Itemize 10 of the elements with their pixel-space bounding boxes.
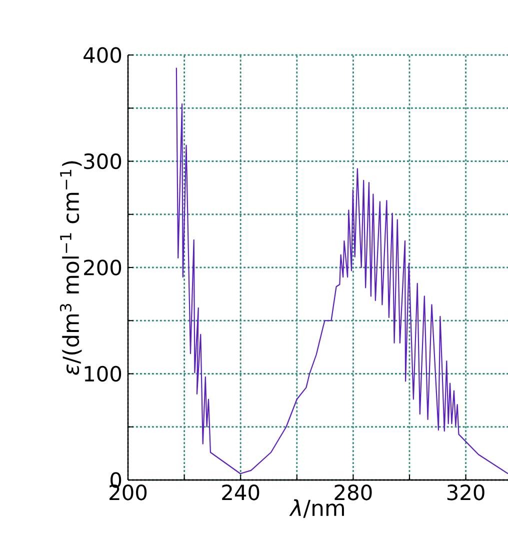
x-tick-label: 240: [222, 484, 260, 500]
x-tick-label: 280: [334, 484, 372, 500]
y-tick-label: 100: [84, 366, 122, 382]
y-axis-title: ε/(dm$^{3}$ mol$^{−1}$ cm$^{−1}$): [60, 161, 82, 375]
y-tick-label: 400: [84, 47, 122, 63]
x-axis-title: λ/nm: [289, 499, 344, 518]
y-tick-label: 200: [84, 260, 122, 276]
line-series: [176, 67, 508, 474]
x-tick-label: 320: [447, 484, 484, 500]
y-tick-label: 300: [84, 153, 122, 170]
